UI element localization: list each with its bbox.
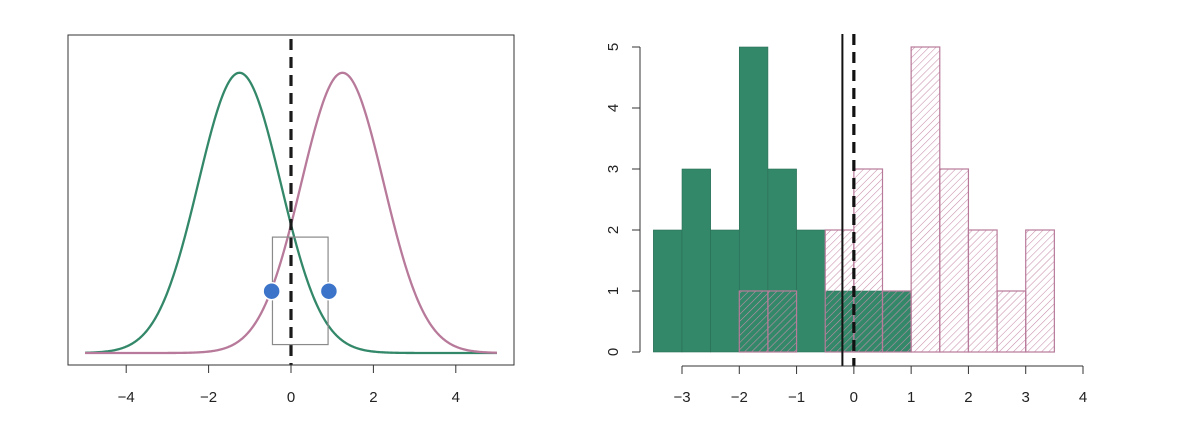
marker-point — [262, 281, 281, 301]
x-tick-label: −2 — [200, 389, 217, 406]
histogram-bar-pink — [881, 290, 912, 353]
histogram-panel: −3 −2 −1 0 1 2 3 4 0 1 2 3 4 5 — [605, 34, 1087, 406]
histogram-bar-green — [681, 168, 711, 353]
y-tick-label: 2 — [605, 226, 622, 234]
x-tick-label: 4 — [1079, 389, 1087, 406]
y-tick-label: 1 — [605, 287, 622, 295]
x-tick-label: −3 — [673, 389, 690, 406]
histogram-bar-pink — [967, 229, 998, 353]
histogram-bar-green — [710, 229, 740, 353]
histogram-bar-pink — [939, 168, 970, 353]
x-tick-label: 0 — [287, 389, 295, 406]
marker-point — [319, 281, 339, 301]
histogram-bar-pink — [767, 290, 798, 353]
x-tick-label: 1 — [907, 389, 915, 406]
x-tick-label: −2 — [731, 389, 748, 406]
histogram-bar-green — [653, 229, 683, 353]
histogram-bar-pink — [996, 290, 1027, 353]
x-tick-label: 0 — [850, 389, 858, 406]
histogram-bar-pink — [738, 290, 769, 353]
y-tick-label: 0 — [605, 348, 622, 356]
y-tick-label: 3 — [605, 165, 622, 173]
x-tick-label: 2 — [369, 389, 377, 406]
histogram-bar-pink — [910, 46, 941, 353]
histogram-bar-pink — [824, 229, 855, 353]
density-panel: −4 −2 0 2 4 — [67, 34, 515, 406]
histogram-bar-pink — [853, 168, 884, 353]
x-tick-label: 2 — [964, 389, 972, 406]
x-tick-label: −4 — [118, 389, 135, 406]
histogram-bar-pink — [1025, 229, 1055, 353]
x-tick-label: 4 — [452, 389, 460, 406]
y-tick-label: 4 — [605, 104, 622, 112]
x-tick-label: −1 — [788, 389, 805, 406]
y-tick-label: 5 — [605, 43, 622, 51]
x-tick-label: 3 — [1022, 389, 1030, 406]
histogram-bar-green — [796, 229, 826, 353]
